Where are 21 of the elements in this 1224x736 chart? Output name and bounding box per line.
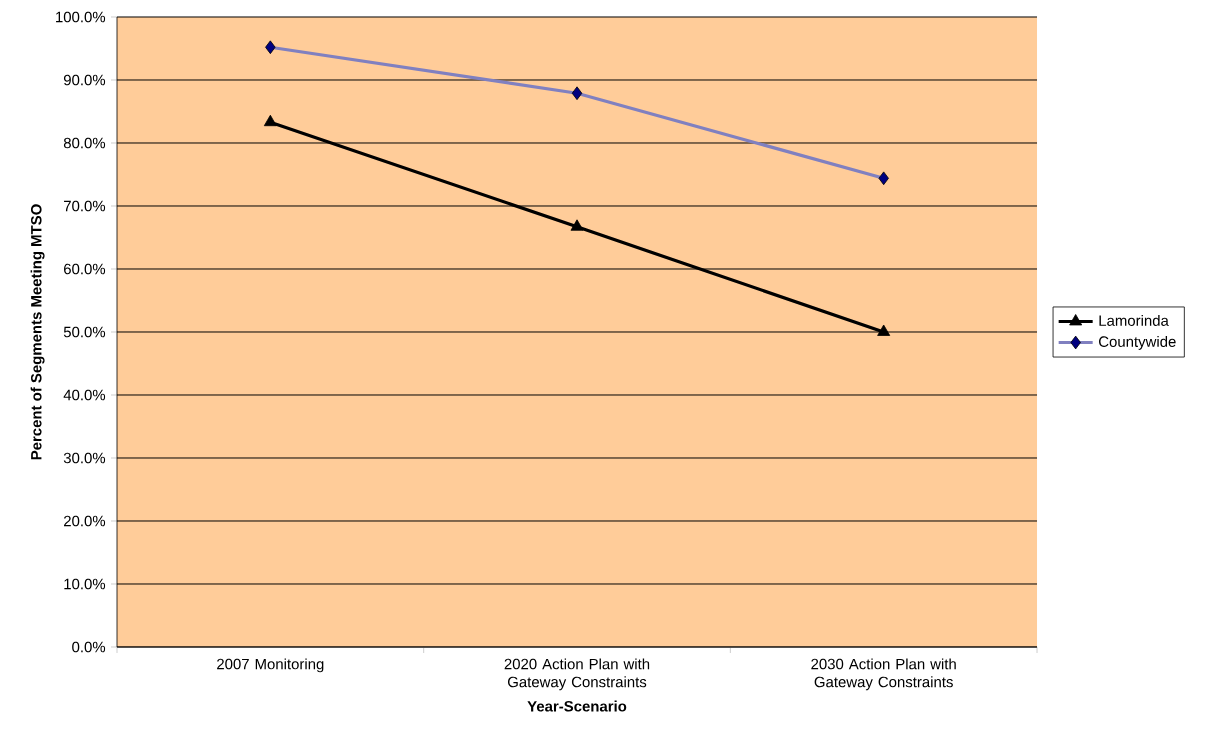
- point: [263, 114, 277, 127]
- y-tick-label: 0.0%: [72, 641, 106, 653]
- x-tick-label: 2020 Action Plan with Gateway Constraints: [504, 658, 650, 691]
- y-axis-title: Percent of Segments Meeting MTSO: [30, 204, 45, 460]
- y-tick-label: 100.0%: [56, 11, 106, 23]
- y-tick-label: 90.0%: [63, 74, 106, 86]
- y-tick-label: 80.0%: [63, 137, 106, 149]
- y-tick-label: 50.0%: [63, 326, 106, 338]
- legend-label: Lamorinda: [1099, 314, 1169, 326]
- x-axis-title: Year-Scenario: [527, 700, 627, 712]
- y-tick-label: 40.0%: [63, 389, 106, 401]
- point: [877, 324, 891, 336]
- point: [570, 219, 584, 231]
- y-tick-label: 30.0%: [63, 452, 106, 464]
- x-tick-label: 2030 Action Plan with Gateway Constraints: [811, 658, 956, 691]
- y-tick-label: 20.0%: [64, 515, 106, 527]
- y-tick-label: 70.0%: [64, 200, 106, 212]
- legend-label: Countywide: [1099, 336, 1176, 350]
- x-tick-label: 2007 Monitoring: [217, 658, 324, 673]
- y-tick-label: 10.0%: [64, 578, 106, 590]
- y-tick-label: 60.0%: [64, 263, 106, 275]
